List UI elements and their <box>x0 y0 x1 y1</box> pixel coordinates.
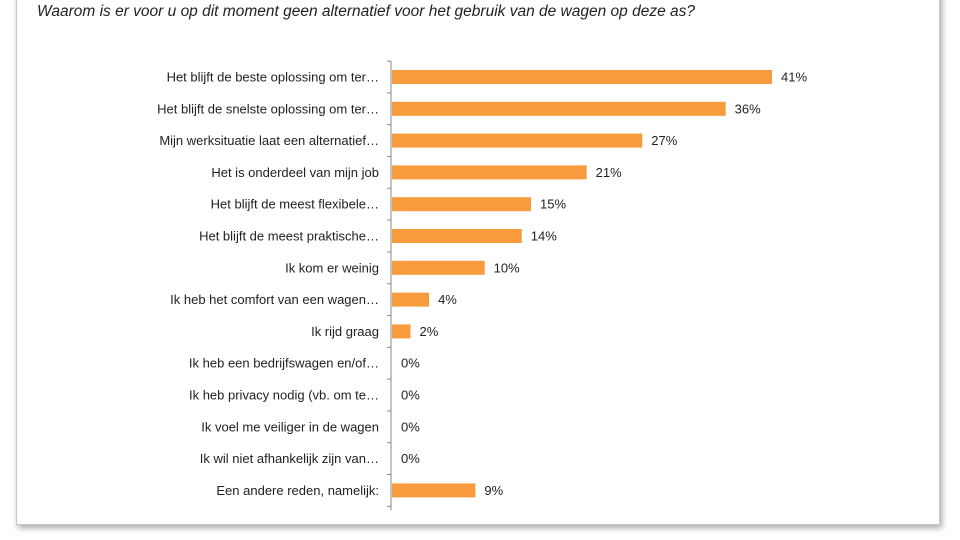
bar <box>392 292 430 307</box>
category-label: Ik heb het comfort van een wagen… <box>170 292 379 307</box>
data-label: 2% <box>420 324 439 339</box>
data-label: 27% <box>651 133 677 148</box>
question-title: Waarom is er voor u op dit moment geen a… <box>37 3 695 20</box>
bar <box>392 101 726 116</box>
data-label: 41% <box>781 70 807 85</box>
category-label: Mijn werksituatie laat een alternatief… <box>159 133 379 148</box>
data-label: 14% <box>531 229 557 244</box>
category-label: Het blijft de meest praktische… <box>199 229 379 244</box>
bar <box>392 197 532 212</box>
bar <box>392 483 476 498</box>
data-label: 36% <box>735 101 761 116</box>
data-label: 15% <box>540 197 566 212</box>
category-label: Het blijft de snelste oplossing om ter… <box>157 101 379 116</box>
category-label: Ik voel me veiliger in de wagen <box>201 419 379 434</box>
bar <box>392 324 411 339</box>
data-label: 0% <box>401 388 420 403</box>
category-label: Ik rijd graag <box>311 324 379 339</box>
category-label: Het is onderdeel van mijn job <box>211 165 379 180</box>
data-label: 0% <box>401 451 420 466</box>
data-label: 0% <box>401 419 420 434</box>
bar <box>392 260 485 275</box>
data-label: 21% <box>596 165 622 180</box>
data-label: 0% <box>401 356 420 371</box>
category-label: Ik wil niet afhankelijk zijn van… <box>200 451 379 466</box>
category-label: Het blijft de meest flexibele… <box>211 197 379 212</box>
data-label: 10% <box>494 260 520 275</box>
data-label: 9% <box>484 483 503 498</box>
category-label: Ik kom er weinig <box>285 260 379 275</box>
category-label: Een andere reden, namelijk: <box>216 483 379 498</box>
category-label: Ik heb privacy nodig (vb. om te… <box>189 388 379 403</box>
category-label: Het blijft de beste oplossing om ter… <box>167 70 379 85</box>
bar <box>392 133 643 148</box>
category-label: Ik heb een bedrijfswagen en/of… <box>189 356 379 371</box>
data-label: 4% <box>438 292 457 307</box>
bar <box>392 165 587 180</box>
bar <box>392 229 522 243</box>
bar <box>392 70 772 84</box>
